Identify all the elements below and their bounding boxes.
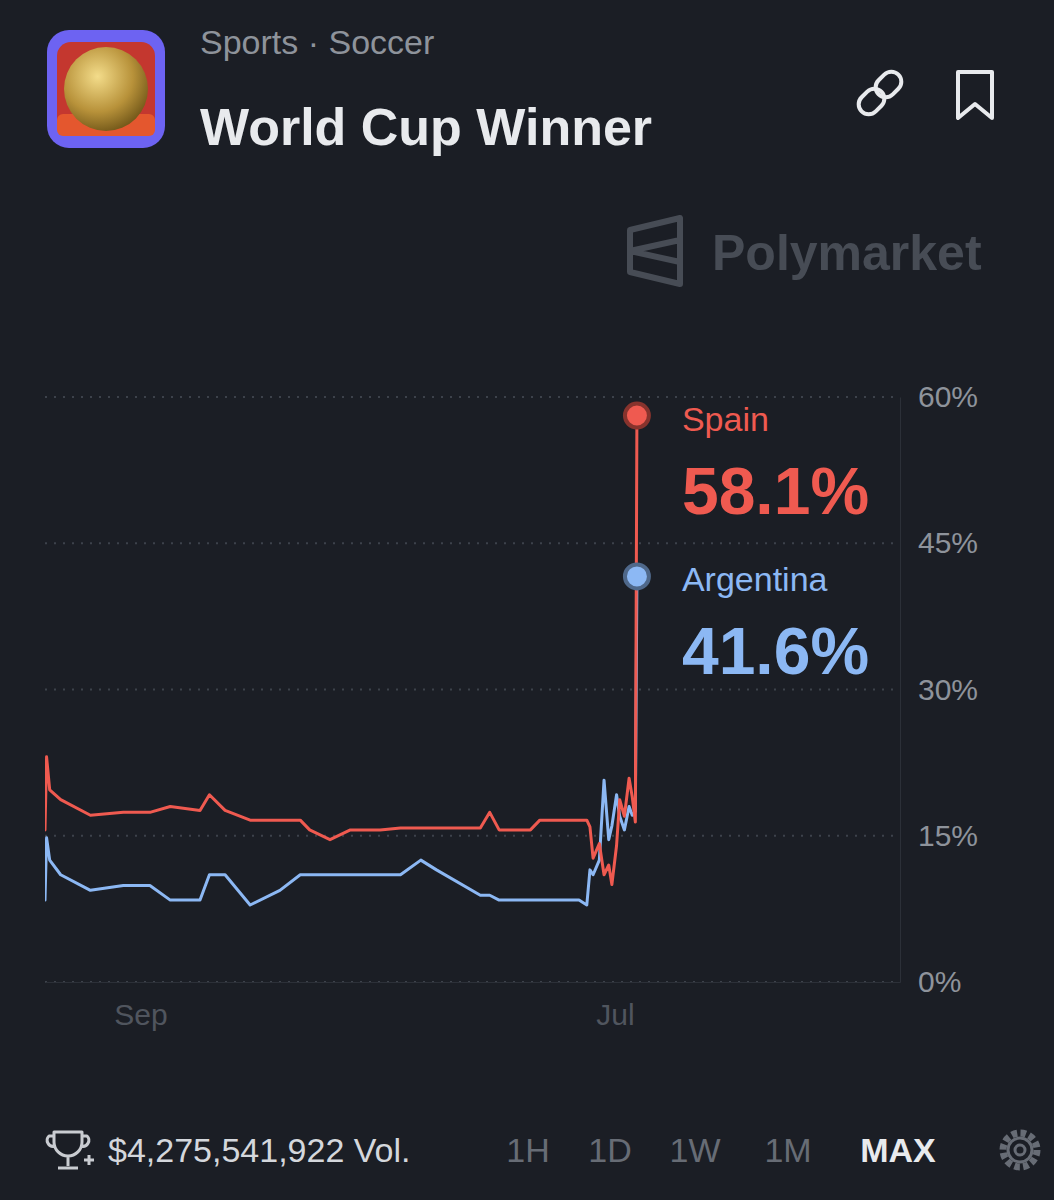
range-button[interactable]: 1W: [670, 1131, 721, 1169]
series-name: Spain: [682, 400, 769, 438]
trophy-plus: [84, 1155, 94, 1165]
y-tick: 0%: [900, 965, 961, 998]
volume-icon: [47, 1132, 94, 1168]
watermark: Polymarket: [712, 225, 982, 281]
end-marker: [625, 564, 649, 588]
y-tick-label: 0%: [918, 965, 961, 998]
gear-ring[interactable]: [1008, 1138, 1032, 1162]
y-tick-label: 60%: [918, 380, 978, 413]
end-labels: Spain 58.1% Argentina 41.6%: [682, 400, 869, 689]
bookmark-button[interactable]: [958, 72, 992, 118]
x-tick: Sep: [114, 982, 167, 1031]
grid: [45, 397, 900, 982]
settings-button[interactable]: [1003, 1133, 1037, 1167]
gear-hub[interactable]: [1015, 1145, 1025, 1155]
icon-band: [57, 42, 155, 136]
gear-teeth[interactable]: [1003, 1133, 1037, 1167]
link-icon-part[interactable]: [855, 85, 889, 119]
plot-area: [45, 416, 637, 905]
subtitle: Sports · Soccer: [200, 23, 434, 61]
icon-frame: [47, 30, 165, 148]
y-tick: 45%: [900, 526, 978, 559]
data-label: 41.6%: [682, 614, 869, 688]
chart-root: Sports · Soccer World Cup Winner Polymarke…: [0, 0, 1054, 1200]
trophy-icon: [47, 1132, 89, 1168]
range-button[interactable]: 1H: [506, 1131, 549, 1169]
range-buttons: 1H 1D 1W 1M MAX: [506, 1131, 936, 1169]
background: [0, 0, 1054, 1200]
grid-line: [45, 689, 900, 691]
series-line: [45, 416, 637, 885]
grid-line: [45, 542, 900, 544]
data-label: 58.1%: [682, 454, 869, 528]
y-axis-line: [900, 398, 901, 983]
series-name: Argentina: [682, 560, 828, 598]
title: World Cup Winner: [200, 98, 652, 156]
range-button[interactable]: MAX: [860, 1131, 936, 1169]
series-line: [45, 576, 637, 905]
x-tick: Jul: [596, 982, 634, 1031]
end-markers: [625, 404, 649, 589]
x-axis: Sep Jul: [46, 982, 901, 1031]
y-tick-label: 45%: [918, 526, 978, 559]
grid-line: [45, 835, 900, 837]
chart-svg: Sports · Soccer World Cup Winner Polymarke…: [0, 0, 1054, 1200]
x-tick-label: Sep: [114, 998, 167, 1031]
y-tick-label: 15%: [918, 819, 978, 852]
y-tick: 15%: [900, 819, 978, 852]
y-tick: 60%: [900, 380, 978, 413]
grid-line: [45, 396, 900, 398]
grid-line: [45, 981, 900, 983]
icon-ball: [64, 47, 148, 131]
end-marker: [625, 404, 649, 428]
watermark-logo: [630, 218, 680, 284]
market-icon: [47, 30, 165, 148]
y-tick-label: 30%: [918, 673, 978, 706]
link-button[interactable]: [855, 68, 906, 119]
y-tick: 30%: [900, 673, 978, 706]
y-axis: 0% 15% 30% 45% 60%: [900, 380, 978, 998]
volume-label: $4,275,541,922 Vol.: [108, 1131, 411, 1169]
x-tick-label: Jul: [596, 998, 634, 1031]
range-button[interactable]: 1D: [588, 1131, 631, 1169]
x-axis-line: [46, 982, 901, 983]
link-icon-part[interactable]: [872, 68, 906, 102]
range-button[interactable]: 1M: [764, 1131, 811, 1169]
